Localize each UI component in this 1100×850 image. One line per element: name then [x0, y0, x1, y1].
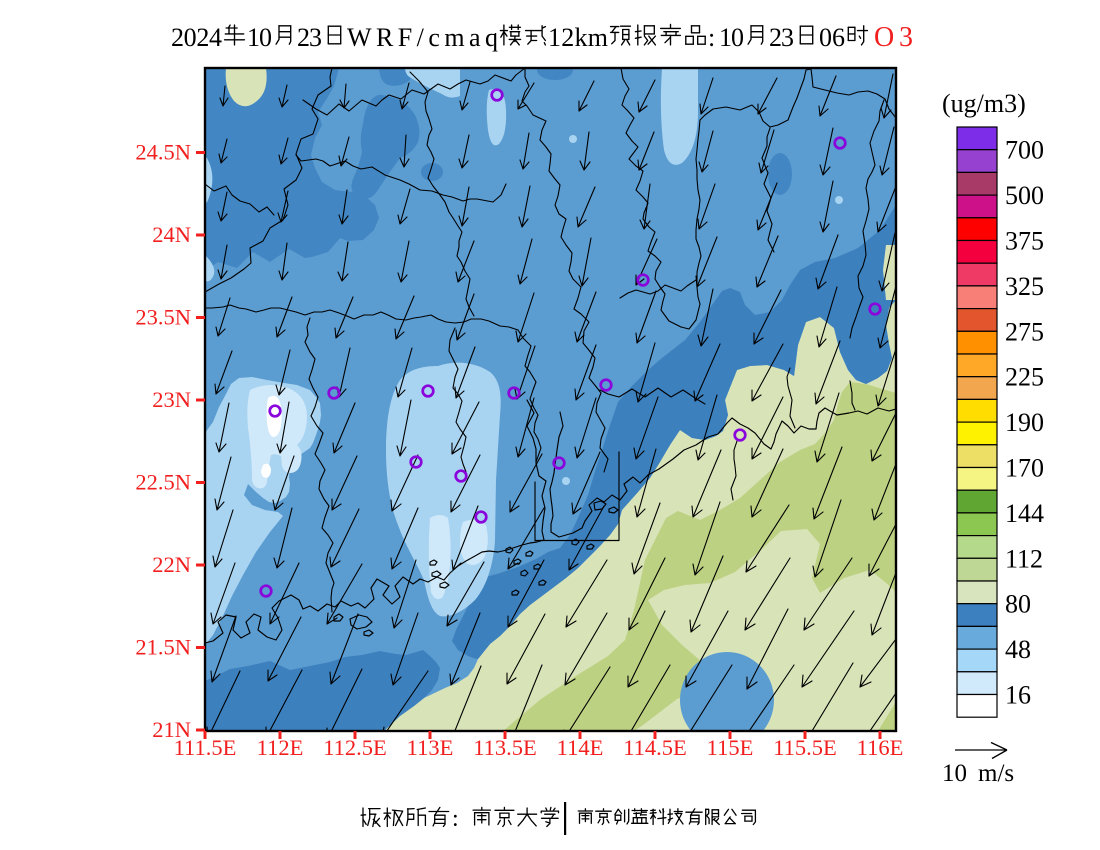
svg-text:112: 112	[1005, 544, 1043, 573]
svg-text:23: 23	[297, 23, 322, 52]
svg-text:114E: 114E	[557, 735, 604, 760]
svg-text:500: 500	[1005, 181, 1044, 210]
svg-text:80: 80	[1005, 590, 1031, 619]
svg-text:113E: 113E	[407, 735, 454, 760]
svg-text:22N: 22N	[152, 552, 191, 577]
svg-text:(ug/m3): (ug/m3)	[942, 89, 1026, 118]
svg-text:144: 144	[1005, 499, 1044, 528]
svg-text:23.5N: 23.5N	[135, 305, 191, 330]
svg-text:23: 23	[769, 23, 794, 52]
svg-text:21.5N: 21.5N	[135, 635, 191, 660]
svg-text:WRF/cmaq: WRF/cmaq	[347, 23, 498, 52]
svg-text:23N: 23N	[152, 387, 191, 412]
svg-text:3: 3	[899, 22, 913, 53]
svg-text:m/s: m/s	[978, 760, 1014, 787]
svg-text:12km: 12km	[548, 23, 608, 52]
svg-text:113.5E: 113.5E	[473, 735, 537, 760]
svg-text:275: 275	[1005, 317, 1044, 346]
svg-text::: :	[708, 23, 715, 52]
svg-text:375: 375	[1005, 227, 1044, 256]
svg-text:10: 10	[247, 23, 272, 52]
svg-text:10: 10	[719, 23, 744, 52]
svg-text:16: 16	[1005, 681, 1031, 710]
svg-text:10: 10	[942, 760, 967, 787]
svg-text:24.5N: 24.5N	[135, 140, 191, 165]
svg-text:21N: 21N	[152, 717, 191, 742]
svg-text:O: O	[874, 22, 894, 53]
svg-text:116E: 116E	[857, 735, 904, 760]
svg-text:111.5E: 111.5E	[174, 735, 237, 760]
svg-text:115E: 115E	[707, 735, 754, 760]
svg-text:700: 700	[1005, 136, 1044, 165]
svg-text::: :	[452, 806, 459, 832]
svg-text:170: 170	[1005, 454, 1044, 483]
svg-text:115.5E: 115.5E	[773, 735, 837, 760]
svg-text:112.5E: 112.5E	[323, 735, 387, 760]
svg-text:24N: 24N	[152, 222, 191, 247]
svg-text:190: 190	[1005, 408, 1044, 437]
svg-text:06: 06	[819, 23, 845, 52]
svg-text:2024: 2024	[171, 23, 222, 52]
svg-text:114.5E: 114.5E	[623, 735, 687, 760]
svg-text:48: 48	[1005, 635, 1031, 664]
svg-text:112E: 112E	[257, 735, 304, 760]
svg-text:325: 325	[1005, 272, 1044, 301]
svg-text:22.5N: 22.5N	[135, 470, 191, 495]
svg-text:225: 225	[1005, 363, 1044, 392]
